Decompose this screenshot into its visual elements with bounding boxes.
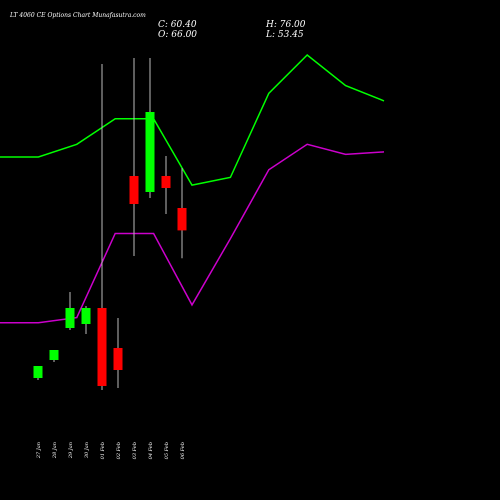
x-tick-label: 29 Jan: [68, 442, 74, 459]
candle-3: [81, 306, 91, 334]
candle-1: [49, 350, 59, 362]
close-value: C: 60.40: [158, 20, 197, 30]
upper-indicator-line: [0, 53, 385, 186]
x-tick-label: 28 Jan: [52, 442, 58, 459]
candle-body: [129, 176, 139, 204]
x-tick-label: 03 Feb: [132, 442, 138, 459]
candle-9: [177, 168, 187, 259]
candle-body: [177, 208, 187, 231]
low-value: L: 53.45: [265, 30, 304, 40]
candle-body: [97, 308, 107, 386]
candle-4: [97, 64, 107, 390]
x-axis-ticks: 27 Jan 28 Jan 29 Jan 30 Jan 01 Feb 02 Feb 03 F…: [36, 442, 186, 459]
x-tick-label: 05 Feb: [164, 442, 170, 459]
candle-body: [65, 308, 75, 328]
x-tick-label: 06 Feb: [180, 442, 186, 459]
open-value: O: 66.00: [158, 30, 197, 40]
candles-group: [33, 58, 187, 390]
candle-body: [33, 366, 43, 378]
candle-5: [113, 318, 123, 388]
candle-body: [49, 350, 59, 360]
candle-0: [33, 366, 43, 380]
x-tick-label: 01 Feb: [100, 442, 106, 459]
candle-8: [161, 156, 171, 214]
x-tick-label: 30 Jan: [84, 442, 90, 458]
candle-body: [81, 308, 91, 324]
candle-2: [65, 292, 75, 330]
candle-body: [113, 348, 123, 370]
candle-6: [129, 58, 139, 256]
candle-7: [145, 58, 155, 198]
high-value: H: 76.00: [265, 20, 306, 30]
candle-body: [161, 176, 171, 188]
x-tick-label: 27 Jan: [36, 442, 42, 459]
chart-title: LT 4060 CE Options Chart Munafasutra.com: [9, 12, 146, 19]
lower-indicator-line: [0, 143, 385, 324]
x-tick-label: 02 Feb: [116, 442, 122, 459]
candle-body: [145, 112, 155, 192]
x-tick-label: 04 Feb: [148, 442, 154, 459]
